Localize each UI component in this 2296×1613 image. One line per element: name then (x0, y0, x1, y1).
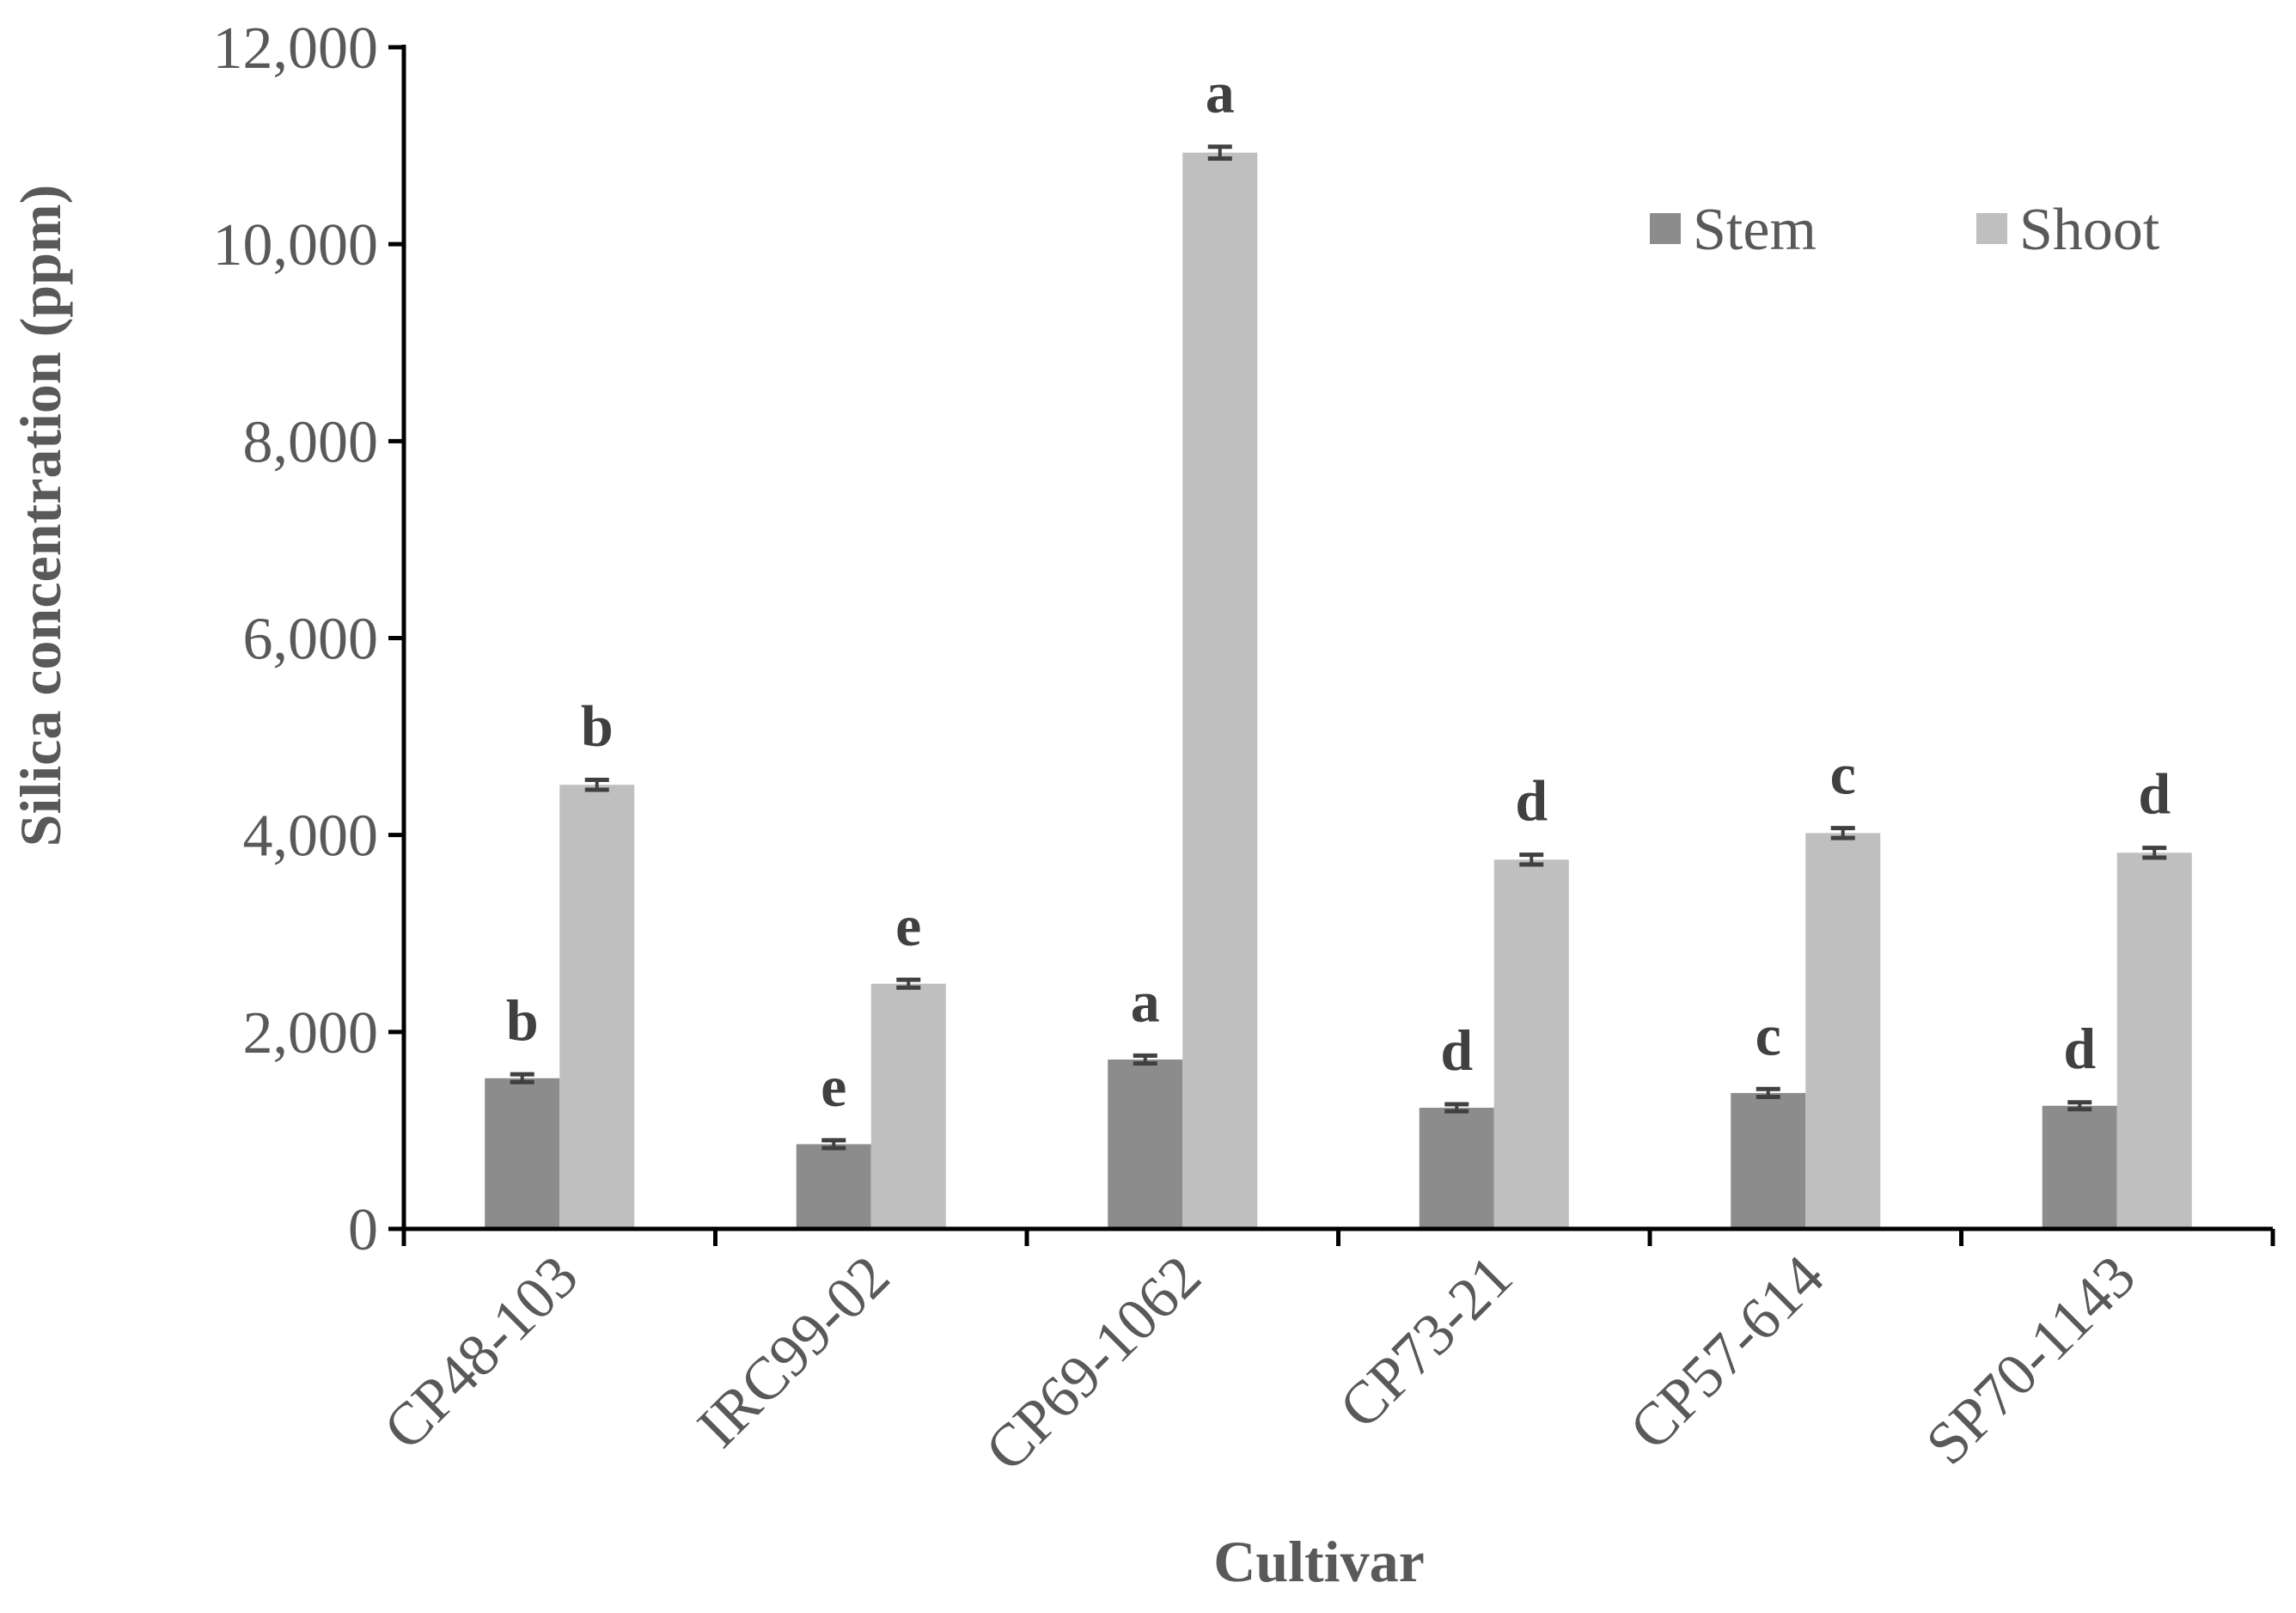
x-tick-label: CP57-614 (1617, 1243, 1836, 1463)
y-tick-label: 4,000 (243, 803, 379, 870)
bar-stem-cp69-1062 (1108, 1059, 1183, 1229)
y-tick-label: 12,000 (213, 15, 379, 82)
significance-label: d (2138, 761, 2171, 827)
y-tick-label: 0 (348, 1197, 378, 1263)
error-bar-stem-sp70-1143 (2067, 1100, 2092, 1112)
x-tick-label: CP69-1062 (974, 1243, 1214, 1484)
error-bar-shoot-cp57-614 (1830, 826, 1855, 840)
x-tick-label: CP48-103 (371, 1243, 590, 1463)
bar-stem-cp57-614 (1731, 1092, 1806, 1229)
bar-shoot-irc99-02 (870, 983, 946, 1229)
error-bar-shoot-cp69-1062 (1207, 144, 1232, 161)
legend: Stem Shoot (1650, 197, 2160, 263)
legend-swatch (1976, 213, 2007, 244)
significance-label: d (1515, 768, 1548, 834)
y-axis-title: Silica concentration (ppm) (8, 185, 73, 847)
bar-shoot-cp57-614 (1805, 833, 1881, 1229)
error-bar-stem-cp69-1062 (1133, 1053, 1157, 1066)
error-bar-shoot-sp70-1143 (2142, 846, 2167, 860)
error-bar-stem-cp48-103 (510, 1072, 534, 1084)
y-tick-label: 2,000 (243, 1000, 379, 1066)
error-bar-stem-irc99-02 (821, 1138, 846, 1151)
y-tick-label: 8,000 (243, 409, 379, 475)
bars (485, 152, 2192, 1230)
bar-shoot-cp73-21 (1493, 859, 1569, 1229)
legend-swatch (1650, 213, 1681, 244)
significance-labels: b e a d c d b e a d c d (506, 60, 2171, 1119)
bar-shoot-cp69-1062 (1182, 152, 1258, 1230)
legend-label: Stem (1693, 197, 1817, 263)
significance-label: c (1830, 742, 1856, 807)
error-bar-shoot-irc99-02 (896, 977, 921, 990)
significance-label: a (1131, 968, 1160, 1034)
significance-label: b (506, 987, 539, 1053)
error-bar-shoot-cp48-103 (584, 778, 609, 792)
y-axis-ticks: 0 2,000 4,000 6,000 8,000 10,000 12,000 (213, 15, 404, 1263)
bar-stem-cp73-21 (1419, 1108, 1494, 1229)
legend-label: Shoot (2019, 197, 2160, 263)
significance-label: e (821, 1054, 846, 1119)
y-tick-label: 10,000 (213, 212, 379, 278)
significance-label: e (895, 893, 921, 958)
x-axis-ticks: CP48-103 IRC99-02 CP69-1062 CP73-21 CP57-614… (371, 1229, 2275, 1484)
bar-shoot-sp70-1143 (2116, 852, 2192, 1229)
x-tick-label: SP70-1143 (1914, 1243, 2148, 1478)
significance-label: a (1206, 60, 1235, 125)
x-axis-title: Cultivar (1213, 1529, 1425, 1594)
error-bar-stem-cp73-21 (1444, 1102, 1469, 1114)
x-tick-label: CP73-21 (1328, 1243, 1525, 1441)
bar-shoot-cp48-103 (559, 785, 635, 1229)
error-bar-stem-cp57-614 (1756, 1086, 1780, 1099)
legend-item-shoot: Shoot (1976, 197, 2160, 263)
legend-item-stem: Stem (1650, 197, 1817, 263)
y-tick-label: 6,000 (243, 607, 379, 673)
significance-label: d (1440, 1017, 1473, 1083)
x-tick-label: IRC99-02 (686, 1243, 902, 1460)
significance-label: b (581, 693, 614, 759)
error-bars (510, 144, 2167, 1151)
bar-stem-sp70-1143 (2042, 1105, 2117, 1229)
significance-label: c (1756, 1002, 1781, 1067)
bar-stem-cp48-103 (485, 1078, 560, 1229)
significance-label: d (2063, 1016, 2096, 1081)
error-bar-shoot-cp73-21 (1519, 852, 1544, 867)
bar-stem-irc99-02 (796, 1144, 871, 1229)
